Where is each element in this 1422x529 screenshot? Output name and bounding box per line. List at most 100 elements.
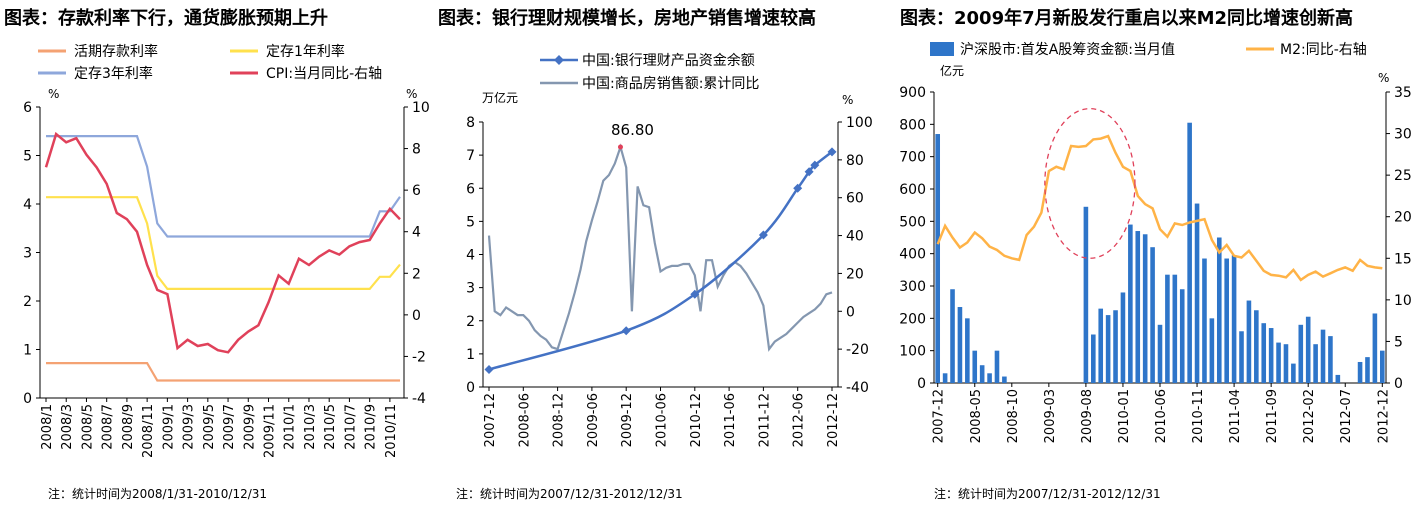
chart-3-title: 图表：2009年7月新股发行重启以来M2同比增速创新高	[900, 7, 1353, 29]
m2-peak-highlight-ellipse	[1044, 107, 1136, 259]
ipo-amount-bar	[972, 350, 978, 383]
chart-3-left-tick-label: 100	[899, 344, 926, 360]
chart-1-axes: 0 1 2 3 4 5 6 -4 -2 0 2 4 6 8 10 2008/1 2008/3 2008/5 2008…	[23, 100, 430, 458]
chart-1-x-tick-label: 2009/11	[263, 404, 278, 458]
chart-1-right-tick-label: 0	[412, 308, 421, 324]
chart-3-left-tick-label: 200	[899, 311, 926, 327]
wmp-balance-point	[810, 160, 820, 170]
chart-1-x-tick-label: 2009/7	[222, 404, 237, 450]
chart-1-x-tick-label: 2010/3	[303, 404, 318, 450]
ipo-amount-bar	[1276, 342, 1281, 383]
chart-2-left-tick-label: 5	[466, 214, 475, 230]
chart-3-x-tick-label: 2012-12	[1376, 389, 1391, 443]
chart-2-left-tick-label: 7	[466, 148, 475, 164]
ipo-amount-bar	[1202, 258, 1207, 383]
ipo-amount-bar	[1379, 350, 1385, 383]
chart-2-lines: 86.80	[484, 121, 837, 374]
chart-3-x-tick-label: 2012-07	[1339, 389, 1354, 443]
ipo-amount-bar	[1172, 274, 1178, 383]
ipo-amount-bar	[965, 318, 970, 383]
chart-3-lines	[936, 134, 1383, 282]
chart-2-left-tick-label: 2	[466, 314, 475, 330]
ipo-amount-bar	[950, 289, 955, 383]
fixed-3y-rate-line	[46, 135, 401, 238]
chart-1-left-tick-label: 4	[23, 197, 32, 213]
ipo-amount-bar	[1120, 292, 1126, 383]
chart-1-note: 注：统计时间为2008/1/31-2010/12/31	[48, 486, 267, 501]
ipo-amount-bar	[1179, 289, 1185, 383]
ipo-amount-bar	[1091, 334, 1096, 383]
chart-1-left-tick-label: 1	[23, 343, 32, 359]
chart-2-right-tick-label: 40	[846, 229, 864, 245]
ipo-amount-bar	[1298, 324, 1304, 383]
chart-1-x-tick-label: 2010/7	[343, 404, 358, 450]
ipo-amount-bar	[1261, 323, 1267, 383]
chart-3-x-tick-label: 2010-06	[1154, 389, 1169, 443]
ipo-amount-bar	[1328, 336, 1333, 383]
ipo-amount-bar	[1357, 361, 1363, 383]
legend-label-wmp: 中国:银行理财产品资金余额	[582, 52, 755, 69]
ipo-amount-bar	[935, 134, 941, 383]
chart-2-x-tick-label: 2010-06	[655, 393, 670, 447]
ipo-amount-bar	[1098, 308, 1104, 383]
chart-1-x-tick-label: 2009/9	[242, 404, 257, 450]
chart-1-right-tick-label: 8	[412, 142, 421, 158]
chart-3-left-tick-label: 800	[899, 117, 926, 133]
legend-label-ipo: 沪深股市:首发A股筹资金额:当月值	[960, 41, 1175, 58]
wmp-balance-point	[793, 183, 803, 193]
chart-3-x-tick-label: 2010-01	[1117, 389, 1132, 443]
m2-yoy-line	[936, 134, 1383, 282]
chart-2-note: 注：统计时间为2007/12/31-2012/12/31	[456, 486, 683, 501]
chart-2-x-tick-label: 2011-12	[757, 393, 772, 447]
chart-2-left-tick-label: 4	[466, 248, 475, 264]
chart-3-x-tick-label: 2008-10	[1006, 389, 1021, 443]
chart-1-x-tick-label: 2008/9	[121, 404, 136, 450]
ipo-amount-bar	[942, 373, 948, 383]
chart-3-right-tick-label: 20	[1394, 210, 1412, 226]
chart-3-right-unit: %	[1378, 71, 1389, 85]
chart-2-right-unit: %	[842, 93, 853, 107]
chart-2-left-tick-label: 8	[466, 115, 475, 131]
chart-2-axes: 0 1 2 3 4 5 6 7 8 -40 -20 0 20 40 60 80 100 2007-12 2008-0…	[466, 115, 873, 447]
chart-2-x-tick-label: 2007-12	[483, 393, 498, 447]
chart-2-x-tick-label: 2012-06	[792, 393, 807, 447]
chart-1-left-tick-label: 3	[23, 246, 32, 262]
chart-3-right-tick-label: 30	[1394, 127, 1412, 143]
wmp-balance-point	[621, 326, 631, 336]
chart-2-left-tick-label: 6	[466, 181, 475, 197]
chart-2-x-tick-label: 2008-12	[552, 393, 567, 447]
ipo-amount-bar	[1165, 274, 1170, 383]
ipo-amount-bar	[1313, 344, 1318, 383]
chart-3-axes: 0 100 200 300 400 500 600 700 800 900 0 5 10 15 20 25 30…	[899, 85, 1412, 443]
ipo-amount-bar	[1150, 247, 1155, 383]
ipo-amount-bar	[1216, 237, 1222, 383]
chart-2-right-tick-label: -40	[846, 380, 869, 396]
ipo-amount-bar	[1105, 315, 1111, 383]
chart-3-right-tick-label: 15	[1394, 251, 1412, 267]
wmp-balance-point	[690, 289, 700, 299]
ipo-amount-bar	[1002, 376, 1007, 383]
ipo-amount-bar	[1254, 310, 1259, 383]
ipo-amount-bar	[1083, 206, 1089, 383]
wmp-balance-point	[758, 230, 768, 240]
ipo-amount-bar	[1113, 310, 1118, 383]
chart-1-left-tick-label: 6	[23, 100, 32, 116]
chart-2-left-tick-label: 3	[466, 281, 475, 297]
fixed-1y-rate-line	[46, 196, 401, 290]
chart-1-title: 图表：存款利率下行，通货膨胀预期上升	[4, 7, 328, 29]
chart-3-right-tick-label: 5	[1394, 334, 1403, 350]
chart-2-left-unit: 万亿元	[482, 90, 518, 105]
ipo-amount-bar	[1320, 329, 1326, 383]
chart-3-left-tick-label: 900	[899, 85, 926, 101]
ipo-amount-bar	[1224, 258, 1229, 383]
chart-2-title: 图表：银行理财规模增长，房地产销售增速较高	[438, 7, 816, 29]
chart-2-right-tick-label: -20	[846, 342, 869, 358]
housing-sales-yoy-line	[487, 143, 833, 352]
cpi-line	[44, 131, 401, 354]
ipo-amount-bar	[1128, 224, 1133, 383]
chart-1-right-tick-label: 4	[412, 225, 421, 241]
ipo-amount-bar	[957, 307, 963, 383]
ipo-amount-bar	[1187, 122, 1192, 383]
chart-1-right-tick-label: 2	[412, 266, 421, 282]
